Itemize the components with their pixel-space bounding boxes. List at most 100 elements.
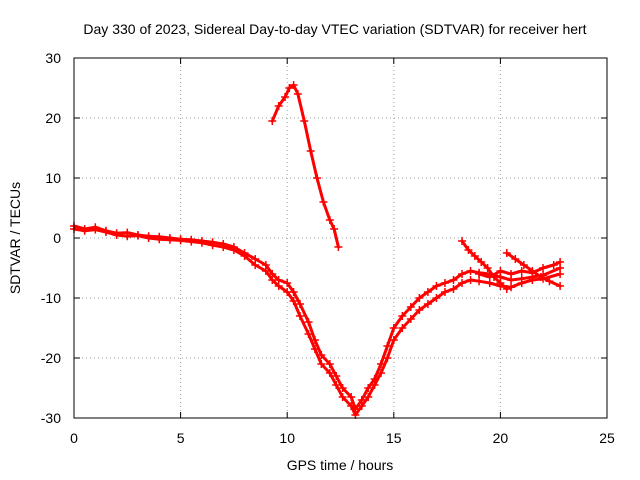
series-line-sat-c	[270, 83, 340, 249]
y-tick-label: 30	[45, 50, 61, 66]
data-point	[240, 252, 249, 260]
data-point	[464, 246, 473, 254]
data-point	[319, 198, 328, 206]
data-point	[332, 381, 341, 389]
data-point	[80, 226, 89, 235]
data-point	[432, 282, 441, 290]
data-point	[133, 231, 142, 240]
data-point	[549, 261, 558, 269]
data-point	[197, 238, 206, 247]
series-points-sat-a	[70, 222, 565, 413]
data-point	[274, 102, 283, 110]
data-point	[317, 360, 326, 368]
data-point	[423, 288, 432, 296]
data-point	[165, 235, 174, 244]
data-point	[283, 279, 292, 287]
data-point	[539, 264, 548, 272]
data-point	[556, 270, 565, 278]
data-point	[274, 282, 283, 290]
data-point	[176, 236, 185, 245]
data-point	[304, 318, 313, 326]
x-tick-label: 5	[177, 430, 185, 446]
data-point	[466, 267, 475, 275]
data-point	[313, 174, 322, 182]
data-point	[475, 277, 484, 286]
data-point	[528, 276, 537, 284]
y-tick-label: 10	[45, 170, 61, 186]
data-point	[144, 234, 153, 242]
data-point	[545, 277, 554, 286]
series-points-sat-c	[268, 81, 343, 251]
data-point	[332, 372, 341, 380]
data-point	[449, 285, 458, 293]
data-point	[517, 279, 526, 287]
series-line-sat-f	[477, 260, 562, 279]
data-point	[268, 276, 277, 284]
data-point	[502, 249, 511, 257]
data-point	[415, 294, 424, 302]
data-point	[485, 273, 494, 281]
data-point	[325, 216, 334, 224]
data-point	[208, 241, 217, 250]
series-points-sat-d	[458, 237, 511, 293]
data-point	[511, 255, 520, 263]
data-point	[528, 268, 537, 277]
data-point	[91, 225, 100, 234]
data-point	[300, 117, 309, 125]
data-point	[347, 402, 356, 410]
data-point	[398, 312, 407, 320]
data-point	[295, 300, 304, 308]
data-point	[496, 267, 505, 275]
data-point	[517, 267, 526, 275]
y-tick-label: 20	[45, 110, 61, 126]
y-tick-label: 0	[53, 230, 61, 246]
y-tick-label: -10	[41, 290, 61, 306]
data-point	[398, 324, 407, 332]
data-point	[383, 342, 392, 350]
x-tick-label: 0	[70, 430, 78, 446]
data-point	[289, 297, 298, 305]
x-tick-label: 25	[599, 430, 615, 446]
data-point	[325, 360, 334, 368]
tick-labels: 0 5 10 15 20 25 -30 -20 -10 0 10 20 30	[41, 50, 615, 446]
x-tick-label: 20	[493, 430, 509, 446]
data-point	[283, 288, 292, 296]
data-point	[370, 381, 379, 389]
data-point	[423, 300, 432, 308]
data-point	[229, 246, 238, 254]
data-point	[293, 90, 302, 98]
data-point	[556, 258, 565, 266]
data-point	[483, 264, 492, 272]
data-point	[496, 279, 505, 287]
data-point	[251, 261, 260, 269]
data-point	[310, 345, 319, 353]
data-point	[475, 270, 484, 278]
series-points-sat-f	[475, 258, 565, 281]
data-point	[268, 117, 277, 125]
data-point	[364, 384, 373, 392]
data-point	[261, 267, 270, 275]
data-point	[338, 393, 347, 401]
data-point	[470, 252, 479, 260]
y-tick-label: -30	[41, 410, 61, 426]
data-point	[289, 81, 298, 89]
x-axis-label: GPS time / hours	[287, 457, 394, 473]
data-point	[377, 369, 386, 377]
data-point	[440, 288, 449, 296]
data-point	[477, 258, 486, 266]
data-point	[187, 237, 196, 246]
data-point	[449, 276, 458, 284]
data-point	[123, 232, 132, 241]
data-point	[306, 147, 315, 155]
data-point	[432, 294, 441, 302]
data-point	[406, 303, 415, 311]
data-point	[330, 225, 339, 233]
y-axis-label: SDTVAR / TECUs	[7, 182, 23, 294]
data-point	[219, 243, 228, 251]
data-point	[507, 270, 516, 278]
data-point	[112, 231, 121, 239]
chart-title: Day 330 of 2023, Sidereal Day-to-day VTE…	[83, 21, 586, 37]
series-layer	[70, 81, 565, 419]
data-point	[101, 228, 110, 236]
series-points-sat-b	[70, 225, 565, 419]
